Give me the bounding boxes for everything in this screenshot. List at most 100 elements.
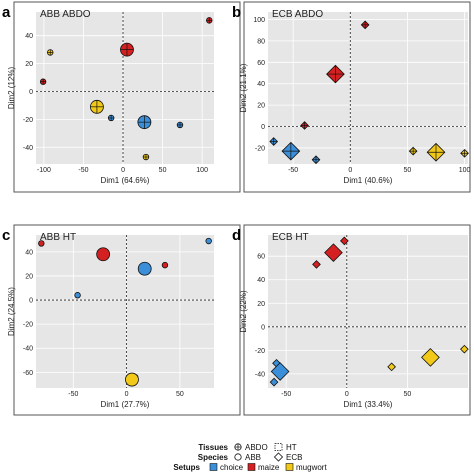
x-tick-label: -100 (37, 167, 51, 174)
centroid-circle-choice (137, 261, 152, 276)
y-tick-label: -60 (23, 370, 33, 377)
legend-species-title: Species (198, 453, 229, 462)
x-tick-label: -50 (68, 391, 78, 398)
legend-maize-label: maize (258, 463, 280, 472)
y-tick-label: -20 (255, 348, 265, 355)
y-tick-label: -20 (23, 117, 33, 124)
point-diamond-maize (340, 236, 349, 246)
y-tick-label: 80 (257, 38, 265, 45)
y-tick-label: 40 (25, 249, 33, 256)
legend-setups-title: Setups (173, 463, 200, 472)
point-circle-choice (205, 237, 212, 245)
panel-title: ECB ABDO (272, 9, 323, 20)
legend-maize-swatch (247, 463, 256, 471)
panel-frame (13, 1, 241, 193)
y-axis-label: Dim2 (12%) (7, 67, 16, 110)
x-tick-label: 100 (196, 167, 208, 174)
centroid-diamond-choice (270, 362, 290, 381)
y-tick-label: 100 (253, 17, 265, 24)
x-tick-label: 0 (345, 391, 349, 398)
legend: Tissues ABDO HT Species ABB ECB Setups choice ma… (173, 443, 327, 472)
legend-ecb-symbol (273, 452, 284, 462)
panel-frame (243, 224, 471, 416)
y-axis-label: Dim2 (24.5%) (7, 287, 16, 336)
x-axis-label: Dim1 (27.7%) (101, 400, 150, 409)
panel-title: ECB HT (272, 232, 309, 243)
panel-letter: a (2, 4, 11, 21)
y-axis-label: Dim2 (22%) (239, 290, 248, 333)
legend-mugwort-label: mugwort (296, 463, 327, 472)
y-tick-label: 20 (257, 103, 265, 110)
panel-b: -50 0 50 100 -20 0 20 40 60 80 100 Dim1 (40.6%) Dim2… (232, 1, 471, 193)
y-tick-label: 40 (25, 33, 33, 40)
x-axis-label: Dim1 (33.4%) (344, 400, 393, 409)
legend-mugwort-swatch (285, 463, 294, 471)
y-tick-label: 0 (29, 89, 33, 96)
panel-letter: b (232, 4, 241, 21)
legend-tissues-title: Tissues (198, 443, 228, 452)
y-tick-label: 20 (25, 61, 33, 68)
y-tick-label: -40 (255, 371, 265, 378)
y-tick-label: -40 (23, 346, 33, 353)
plot-background (36, 235, 214, 388)
centroid-diamond-mugwort (421, 348, 440, 367)
point-diamond-maize (312, 260, 321, 269)
y-tick-label: 0 (261, 324, 265, 331)
x-tick-label: 0 (125, 391, 129, 398)
x-tick-label: 50 (404, 167, 412, 174)
x-tick-label: 50 (403, 391, 411, 398)
x-tick-label: 50 (159, 167, 167, 174)
centroid-circle-maize (96, 247, 111, 262)
plot-background (36, 12, 214, 164)
y-tick-label: -20 (23, 322, 33, 329)
y-tick-label: 60 (257, 254, 265, 261)
x-tick-label: 0 (121, 167, 125, 174)
centroid-diamond-maize (324, 243, 343, 262)
x-tick-label: 0 (348, 167, 352, 174)
x-tick-label: 100 (459, 167, 471, 174)
panel-letter: c (2, 227, 10, 244)
point-diamond-mugwort (460, 344, 469, 354)
point-circle-choice (74, 292, 81, 299)
y-tick-label: 0 (261, 124, 265, 131)
legend-ecb-label: ECB (286, 453, 302, 462)
x-axis-label: Dim1 (64.6%) (101, 176, 150, 185)
y-tick-label: 20 (257, 301, 265, 308)
legend-abb-symbol (234, 453, 242, 461)
legend-ht-label: HT (286, 443, 297, 452)
y-tick-label: 60 (257, 60, 265, 67)
x-tick-label: -50 (281, 391, 291, 398)
legend-abdo-label: ABDO (245, 443, 268, 452)
x-tick-label: 50 (176, 391, 184, 398)
y-axis-label: Dim2 (21.1%) (239, 63, 248, 112)
panel-a: -100 -50 0 50 100 -40 -20 0 20 40 Dim1 (64.6%) Dim2… (2, 1, 241, 193)
panel-frame (13, 224, 241, 416)
panel-c: -50 0 50 -60 -40 -20 0 20 40 Dim1 (27.7%) Dim2 (24… (2, 224, 241, 416)
y-tick-label: 20 (25, 273, 33, 280)
x-tick-label: -50 (78, 167, 88, 174)
legend-abb-label: ABB (245, 453, 261, 462)
y-tick-label: 40 (257, 81, 265, 88)
y-tick-label: -40 (23, 145, 33, 152)
panel-title: ABB HT (40, 232, 76, 243)
x-tick-label: -50 (288, 167, 298, 174)
panel-frame (243, 1, 471, 193)
y-tick-label: -20 (255, 145, 265, 152)
legend-choice-label: choice (220, 463, 244, 472)
plot-background (268, 12, 468, 164)
y-tick-label: 0 (29, 298, 33, 305)
panel-d: -50 0 50 -40 -20 0 20 40 60 Dim1 (33.4%) Dim2 (22%… (232, 224, 471, 416)
y-tick-label: 40 (257, 277, 265, 284)
x-axis-label: Dim1 (40.6%) (344, 176, 393, 185)
point-circle-maize (161, 261, 169, 269)
point-diamond-choice (269, 377, 279, 387)
panel-letter: d (232, 227, 241, 244)
panel-title: ABB ABDO (40, 9, 91, 20)
legend-ht-symbol (274, 443, 283, 451)
legend-choice-swatch (209, 463, 218, 471)
point-diamond-mugwort (387, 362, 396, 372)
centroid-circle-mugwort (125, 372, 139, 387)
point-circle-maize (38, 240, 45, 247)
plot-background (268, 235, 468, 388)
